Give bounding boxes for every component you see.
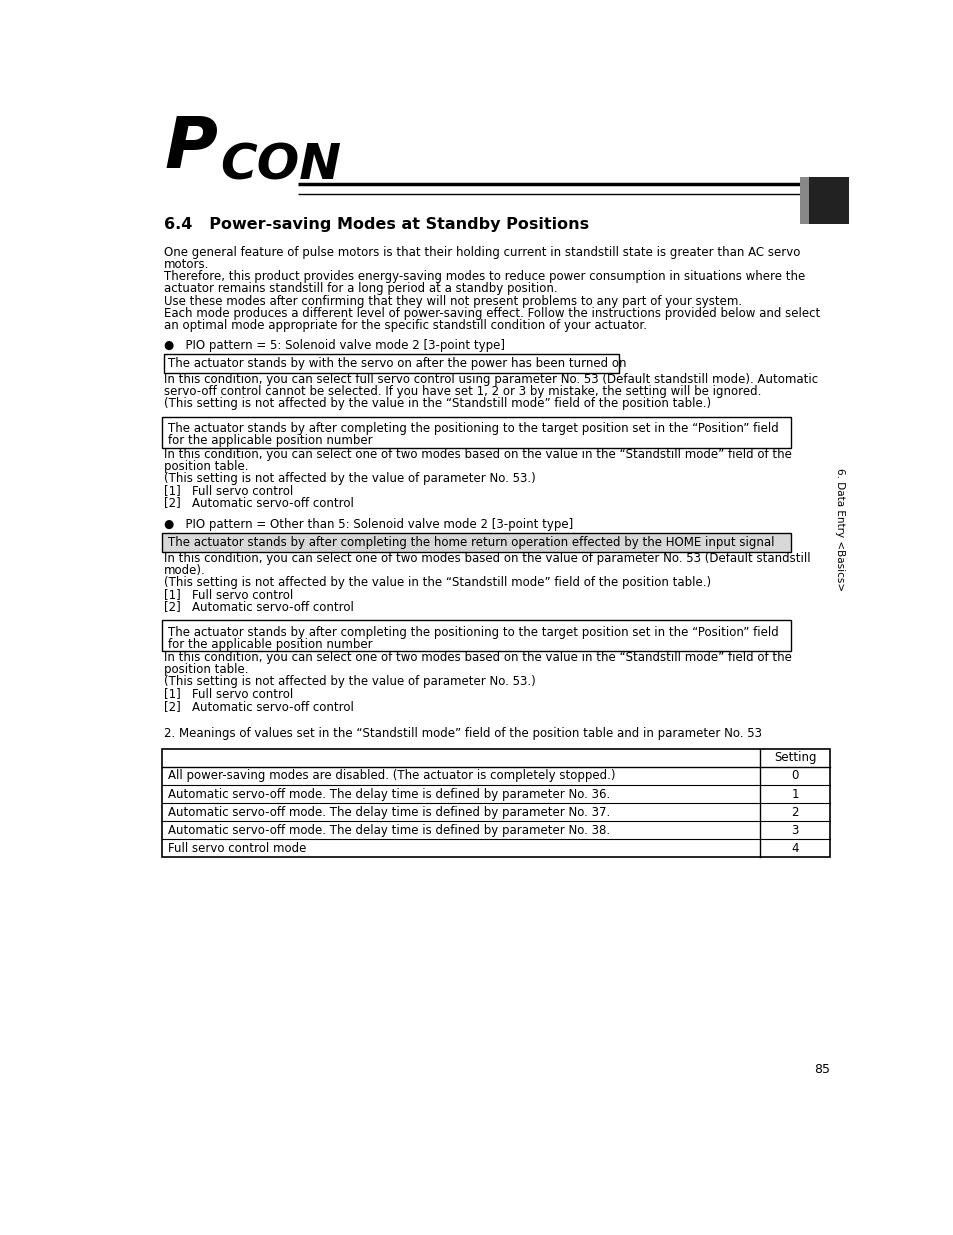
Text: [1]   Full servo control: [1] Full servo control xyxy=(164,588,294,601)
Text: [2]   Automatic servo-off control: [2] Automatic servo-off control xyxy=(164,700,354,713)
Text: Automatic servo-off mode. The delay time is defined by parameter No. 38.: Automatic servo-off mode. The delay time… xyxy=(168,824,610,837)
Text: (This setting is not affected by the value in the “Standstill mode” field of the: (This setting is not affected by the val… xyxy=(164,398,711,410)
FancyBboxPatch shape xyxy=(164,354,618,373)
Text: (This setting is not affected by the value in the “Standstill mode” field of the: (This setting is not affected by the val… xyxy=(164,576,711,589)
Text: Therefore, this product provides energy-saving modes to reduce power consumption: Therefore, this product provides energy-… xyxy=(164,270,804,283)
Text: Full servo control mode: Full servo control mode xyxy=(168,842,306,855)
Text: actuator remains standstill for a long period at a standby position.: actuator remains standstill for a long p… xyxy=(164,283,558,295)
FancyBboxPatch shape xyxy=(162,620,790,651)
Text: [2]   Automatic servo-off control: [2] Automatic servo-off control xyxy=(164,600,354,614)
Text: The actuator stands by after completing the positioning to the target position s: The actuator stands by after completing … xyxy=(168,626,778,638)
Text: In this condition, you can select one of two modes based on the value of paramet: In this condition, you can select one of… xyxy=(164,552,810,564)
Text: mode).: mode). xyxy=(164,564,206,577)
Text: The actuator stands by after completing the home return operation effected by th: The actuator stands by after completing … xyxy=(168,536,774,548)
Text: Use these modes after confirming that they will not present problems to any part: Use these modes after confirming that th… xyxy=(164,295,741,308)
Text: The actuator stands by after completing the positioning to the target position s: The actuator stands by after completing … xyxy=(168,422,778,435)
Text: The actuator stands by with the servo on after the power has been turned on: The actuator stands by with the servo on… xyxy=(168,357,626,370)
Text: Each mode produces a different level of power-saving effect. Follow the instruct: Each mode produces a different level of … xyxy=(164,306,820,320)
FancyBboxPatch shape xyxy=(808,178,848,224)
FancyBboxPatch shape xyxy=(162,534,790,552)
Text: ●   PIO pattern = 5: Solenoid valve mode 2 [3-point type]: ● PIO pattern = 5: Solenoid valve mode 2… xyxy=(164,338,505,352)
Text: position table.: position table. xyxy=(164,459,249,473)
Text: for the applicable position number: for the applicable position number xyxy=(168,637,373,651)
Text: In this condition, you can select full servo control using parameter No. 53 (Def: In this condition, you can select full s… xyxy=(164,373,818,385)
Text: [2]   Automatic servo-off control: [2] Automatic servo-off control xyxy=(164,496,354,509)
Text: 2. Meanings of values set in the “Standstill mode” field of the position table a: 2. Meanings of values set in the “Stands… xyxy=(164,727,761,740)
Text: In this condition, you can select one of two modes based on the value in the “St: In this condition, you can select one of… xyxy=(164,651,791,664)
Text: P: P xyxy=(164,114,217,183)
Text: All power-saving modes are disabled. (The actuator is completely stopped.): All power-saving modes are disabled. (Th… xyxy=(168,769,615,783)
Text: 4: 4 xyxy=(790,842,798,855)
Text: 6.4   Power-saving Modes at Standby Positions: 6.4 Power-saving Modes at Standby Positi… xyxy=(164,217,589,232)
Text: (This setting is not affected by the value of parameter No. 53.): (This setting is not affected by the val… xyxy=(164,472,536,485)
Text: an optimal mode appropriate for the specific standstill condition of your actuat: an optimal mode appropriate for the spec… xyxy=(164,319,646,332)
Text: ●   PIO pattern = Other than 5: Solenoid valve mode 2 [3-point type]: ● PIO pattern = Other than 5: Solenoid v… xyxy=(164,517,573,531)
Text: 85: 85 xyxy=(813,1063,829,1076)
Text: One general feature of pulse motors is that their holding current in standstill : One general feature of pulse motors is t… xyxy=(164,246,800,259)
Text: (This setting is not affected by the value of parameter No. 53.): (This setting is not affected by the val… xyxy=(164,676,536,688)
Text: position table.: position table. xyxy=(164,663,249,677)
Text: servo-off control cannot be selected. If you have set 1, 2 or 3 by mistake, the : servo-off control cannot be selected. If… xyxy=(164,385,760,398)
Text: Automatic servo-off mode. The delay time is defined by parameter No. 37.: Automatic servo-off mode. The delay time… xyxy=(168,805,610,819)
Text: 3: 3 xyxy=(791,824,798,837)
Text: 2: 2 xyxy=(790,805,798,819)
Text: CON: CON xyxy=(220,141,341,189)
Text: [1]   Full servo control: [1] Full servo control xyxy=(164,688,294,700)
Text: motors.: motors. xyxy=(164,258,210,272)
FancyBboxPatch shape xyxy=(162,748,829,857)
Text: In this condition, you can select one of two modes based on the value in the “St: In this condition, you can select one of… xyxy=(164,448,791,461)
Text: 6. Data Entry <Basics>: 6. Data Entry <Basics> xyxy=(834,468,844,590)
Text: 1: 1 xyxy=(790,788,798,800)
Text: [1]   Full servo control: [1] Full servo control xyxy=(164,484,294,498)
FancyBboxPatch shape xyxy=(162,417,790,448)
FancyBboxPatch shape xyxy=(799,178,808,224)
Text: Setting: Setting xyxy=(773,751,816,764)
Text: 0: 0 xyxy=(791,769,798,783)
Text: for the applicable position number: for the applicable position number xyxy=(168,435,373,447)
Text: Automatic servo-off mode. The delay time is defined by parameter No. 36.: Automatic servo-off mode. The delay time… xyxy=(168,788,610,800)
